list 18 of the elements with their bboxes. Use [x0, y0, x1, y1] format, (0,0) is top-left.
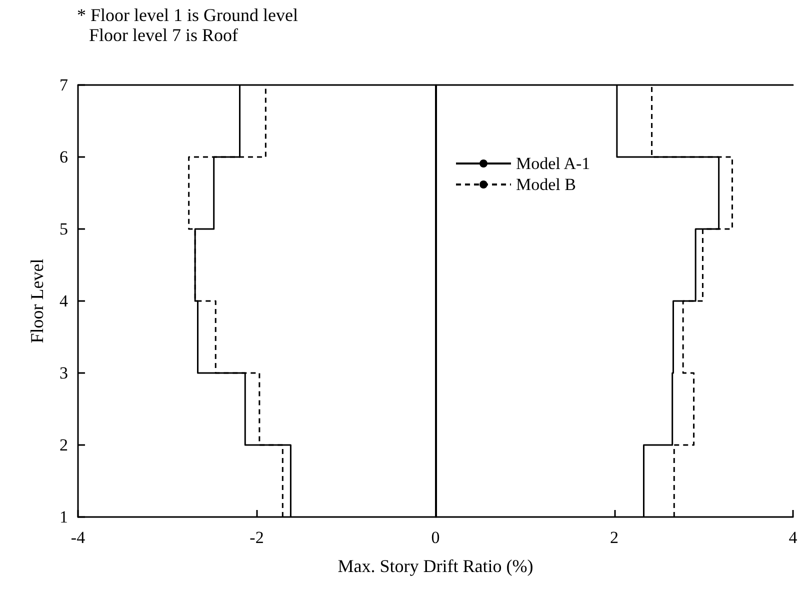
x-tick-label: -2 — [250, 528, 264, 547]
text: * Floor level 1 is Ground level — [77, 5, 298, 25]
y-axis-title: Floor Level — [27, 258, 47, 344]
y-tick-label: 6 — [60, 148, 68, 166]
y-tick-label: 1 — [60, 508, 68, 526]
y-tick-label: 3 — [60, 364, 68, 382]
y-tick-label: 5 — [60, 220, 68, 238]
y-tick-label: 2 — [60, 436, 68, 454]
x-tick-label: 4 — [788, 528, 798, 547]
y-tick-label: 7 — [60, 76, 68, 94]
legend-label: Model B — [516, 175, 576, 194]
text: Floor level 7 is Roof — [89, 25, 238, 45]
y-tick-label: 4 — [60, 292, 68, 310]
legend-label: Model A-1 — [516, 154, 590, 173]
x-axis-title: Max. Story Drift Ratio (%) — [338, 556, 534, 576]
x-tick-label: -4 — [70, 528, 86, 547]
x-tick-label: 0 — [431, 528, 440, 547]
x-tick-label: 2 — [610, 528, 618, 547]
